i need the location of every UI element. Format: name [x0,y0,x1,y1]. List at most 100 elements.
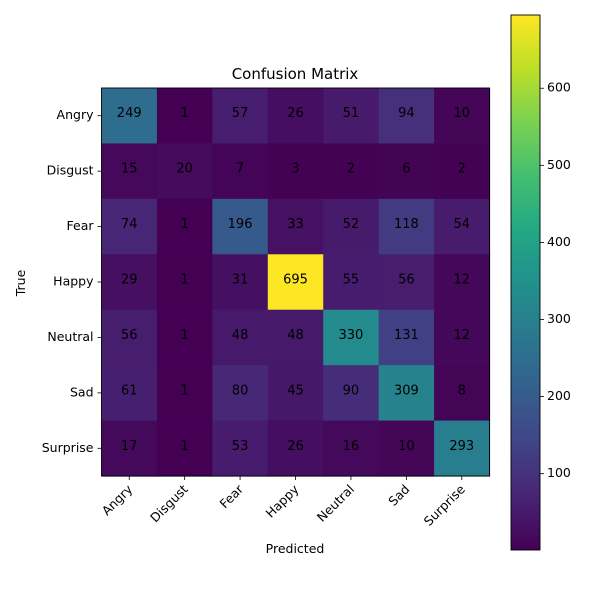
heatmap-cell [323,198,380,255]
x-axis-ticks: Angry Disgust Fear Happy Neutral Sad Surprise [99,476,468,529]
heatmap-cell [378,254,435,311]
heatmap-cell [378,198,435,255]
cell-value-label: 3 [291,162,299,177]
cell-value-label: 249 [117,106,142,121]
cell-value-label: 56 [398,273,415,288]
colorbar-tick-label: 400 [547,234,571,249]
cell-value-label: 1 [181,273,189,288]
y-tick-label: Sad [70,384,94,399]
colorbar-tick-label: 600 [547,80,571,95]
heatmap-cell [267,88,324,145]
heatmap-cell [212,420,269,477]
cell-value-label: 29 [121,273,138,288]
heatmap-cell [101,254,158,311]
heatmap-cell [323,420,380,477]
y-tick-label: Angry [57,107,95,122]
cell-value-label: 20 [176,162,193,177]
heatmap-cell [434,420,491,477]
y-tick-label: Happy [53,274,94,289]
heatmap-cell [156,254,213,311]
heatmap-cell [267,420,324,477]
cell-value-label: 48 [287,328,304,343]
cell-value-label: 57 [232,106,249,121]
cell-value-label: 74 [121,217,138,232]
heatmap-cell [101,198,158,255]
heatmap-cell [101,365,158,422]
cell-value-label: 15 [121,162,138,177]
cell-value-label: 131 [394,328,419,343]
cell-value-label: 6 [402,162,410,177]
cell-value-label: 1 [181,439,189,454]
heatmap-cell [434,254,491,311]
heatmap-cell [323,309,380,366]
cell-value-label: 1 [181,328,189,343]
x-tick-label: Fear [216,481,246,511]
heatmap-cell [323,143,380,200]
cell-value-label: 45 [287,383,304,398]
heatmap-cell [378,88,435,145]
cell-value-label: 293 [449,439,474,454]
cell-value-label: 51 [343,106,360,121]
heatmap-cell [101,143,158,200]
heatmap-cell [378,309,435,366]
x-tick-label: Angry [99,481,136,518]
colorbar-tick-label: 500 [547,157,571,172]
colorbar-tick-label: 200 [547,388,571,403]
heatmap-cell [434,365,491,422]
y-tick-label: Surprise [42,440,94,455]
heatmap-cell [267,143,324,200]
heatmap-cell [434,309,491,366]
cell-value-label: 1 [181,217,189,232]
heatmap-cell [267,309,324,366]
cell-value-label: 48 [232,328,249,343]
x-tick-label: Sad [385,482,412,509]
heatmap-cell [212,309,269,366]
heatmap-grid [101,87,491,477]
y-tick-label: Fear [67,218,95,233]
cell-value-label: 2 [347,162,355,177]
heatmap-cell [156,88,213,145]
heatmap-cell [101,420,158,477]
heatmap-cell [378,420,435,477]
cell-value-label: 695 [283,273,308,288]
x-tick-label: Neutral [314,482,357,525]
cell-value-label: 26 [287,106,304,121]
heatmap-cell [212,198,269,255]
cell-value-label: 7 [236,162,244,177]
cell-value-label: 31 [232,273,249,288]
heatmap-cell [212,365,269,422]
cell-value-label: 56 [121,328,138,343]
heatmap-cell [267,365,324,422]
heatmap-cell [212,88,269,145]
cell-value-label: 196 [228,217,253,232]
cell-value-label: 1 [181,383,189,398]
cell-value-label: 16 [343,439,360,454]
heatmap-cell [101,88,158,145]
heatmap-cell [156,420,213,477]
cell-value-label: 17 [121,439,138,454]
cell-value-label: 12 [454,273,471,288]
cell-value-label: 2 [458,162,466,177]
cell-value-label: 8 [458,383,466,398]
cell-value-label: 80 [232,383,249,398]
heatmap-cell [323,254,380,311]
heatmap-cell [434,198,491,255]
colorbar-gradient [510,14,541,551]
heatmap-cell [323,88,380,145]
heatmap-cell [101,309,158,366]
cell-value-label: 61 [121,383,138,398]
y-tick-label: Neutral [47,329,93,344]
heatmap-cell [156,309,213,366]
heatmap-cell [434,88,491,145]
colorbar: 100 200 300 400 500 600 [510,14,571,551]
heatmap-cell [267,254,324,311]
cell-value-label: 55 [343,273,360,288]
heatmap-cell [212,143,269,200]
colorbar-tick-label: 100 [547,465,571,480]
x-tick-label: Surprise [421,481,468,528]
x-tick-label: Disgust [147,481,191,525]
heatmap-cell [434,143,491,200]
heatmap-cell [378,365,435,422]
cell-value-label: 52 [343,217,360,232]
